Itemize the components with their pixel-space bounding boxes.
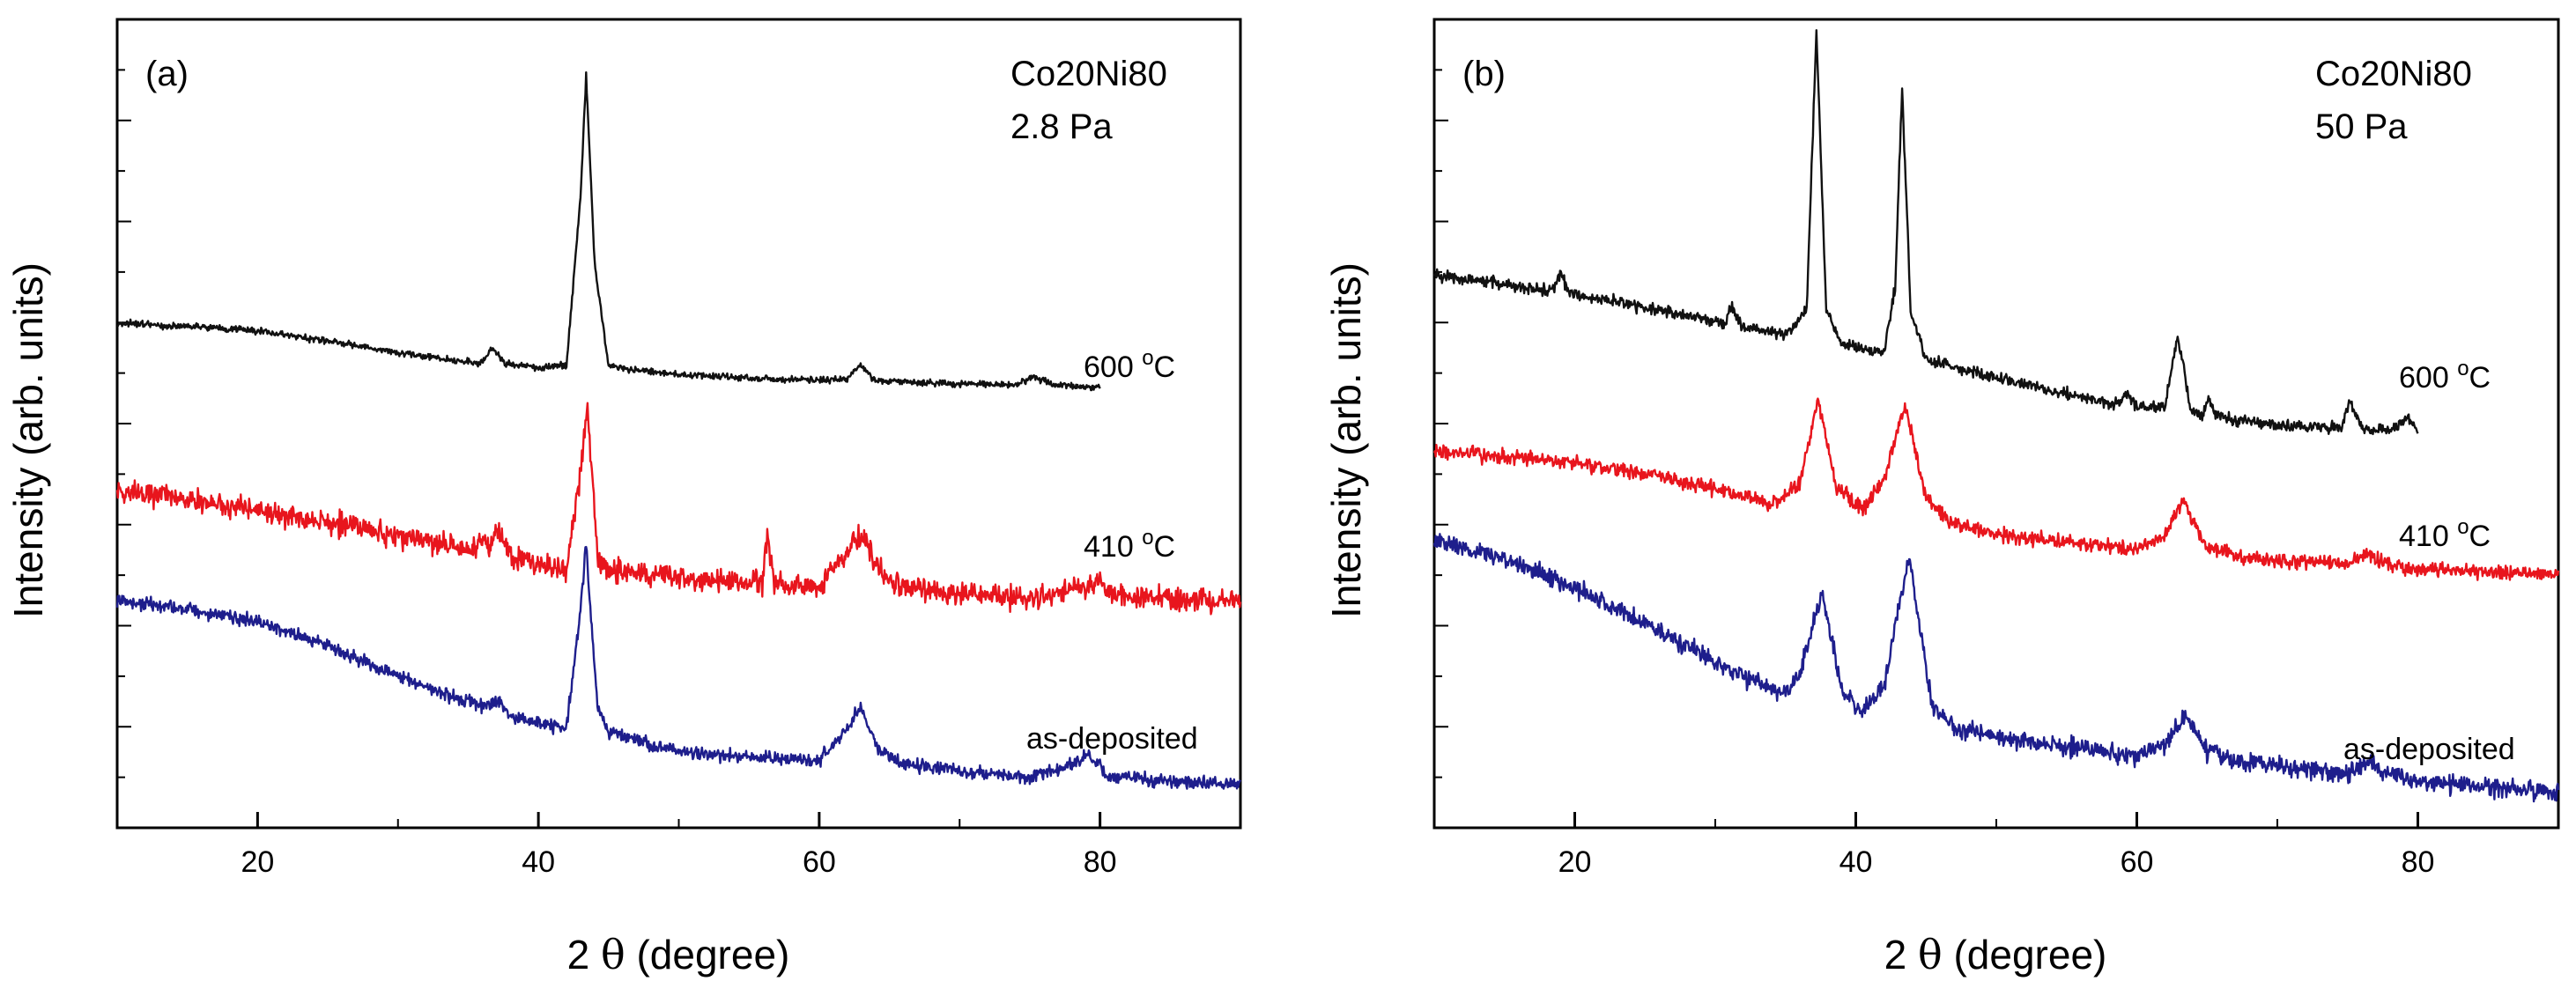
panel-a-x-tick-label-40: 40 <box>522 845 555 879</box>
panel-a-label-410c: 410 oC <box>1084 526 1175 564</box>
panel-b-y-axis-label: Intensity (arb. units) <box>1323 262 1369 618</box>
panel-a-x-axis-label: 2 θ (degree) <box>567 931 790 978</box>
panel-b-x-tick-label-80: 80 <box>2402 845 2435 879</box>
panel-a-x-tick-label-20: 20 <box>241 845 274 879</box>
panel-b-label-as-deposited: as-deposited <box>2343 733 2515 766</box>
panel-b-label-600c: 600 oC <box>2399 357 2491 395</box>
panel-b: Intensity (arb. units) 20 40 60 80 (b) Co20… <box>1323 18 2560 978</box>
panel-a-x-axis-label-prefix: 2 <box>567 932 601 978</box>
panel-a-x-axis-label-space <box>625 932 637 978</box>
panel-a-plot-area: 20 40 60 80 (a) Co20Ni80 2.8 Pa 600 oC 410 … <box>115 18 1242 879</box>
panel-a: Intensity (arb. units) 20 40 60 80 (a) Co20… <box>5 18 1242 978</box>
panel-a-y-axis-label: Intensity (arb. units) <box>5 262 51 618</box>
panel-b-plot-area: 20 40 60 80 (b) Co20Ni80 50 Pa 600 oC 410 o… <box>1432 18 2560 879</box>
panel-b-x-axis-label-symbol: θ <box>1918 931 1943 978</box>
panel-a-series-600c <box>116 71 1101 392</box>
panel-b-label-410c-value: 410 <box>2399 520 2457 553</box>
panel-a-label-as-deposited: as-deposited <box>1026 722 1198 756</box>
panel-a-label-600c-value: 600 <box>1084 350 1142 384</box>
panel-a-label-600c-degree: o <box>1142 346 1153 370</box>
panel-a-x-tick-label-80: 80 <box>1084 845 1117 879</box>
panel-a-x-axis-label-unit: (degree) <box>636 932 789 978</box>
panel-b-x-tick-label-20: 20 <box>1558 845 1592 879</box>
panel-b-title-line-1: Co20Ni80 <box>2315 55 2472 93</box>
panel-b-series <box>1432 29 2560 803</box>
panel-b-series-410c <box>1432 397 2560 581</box>
panel-b-x-axis-label-space <box>1943 932 1954 978</box>
panel-b-series-as-deposited <box>1432 533 2560 803</box>
panel-a-label-410c-value: 410 <box>1084 530 1142 564</box>
panel-a-label-410c-unit: C <box>1154 530 1176 564</box>
panel-b-title-line-2: 50 Pa <box>2315 107 2408 146</box>
panel-a-series <box>115 71 1242 790</box>
panel-a-ticks: 20 40 60 80 <box>116 69 1241 879</box>
panel-a-series-410c <box>115 402 1242 616</box>
panel-b-label-410c-unit: C <box>2469 520 2491 553</box>
panel-b-ticks: 20 40 60 80 <box>1433 69 2559 879</box>
panel-b-x-axis-label: 2 θ (degree) <box>1884 931 2107 978</box>
panel-b-panel-label: (b) <box>1462 55 1506 93</box>
panel-a-label-600c-unit: C <box>1154 350 1176 384</box>
panel-b-label-410c: 410 oC <box>2399 515 2491 553</box>
panel-a-label-600c: 600 oC <box>1084 346 1175 384</box>
panel-a-x-tick-label-60: 60 <box>803 845 836 879</box>
panel-b-x-axis-label-prefix: 2 <box>1884 932 1918 978</box>
panel-b-label-600c-unit: C <box>2469 361 2491 395</box>
panel-a-label-410c-degree: o <box>1142 526 1153 550</box>
panel-a-series-as-deposited <box>115 545 1242 790</box>
panel-b-label-600c-degree: o <box>2457 357 2469 380</box>
panel-b-label-410c-degree: o <box>2457 515 2469 539</box>
panel-a-title-line-2: 2.8 Pa <box>1010 107 1113 146</box>
panel-b-x-tick-label-60: 60 <box>2121 845 2154 879</box>
panel-b-label-600c-value: 600 <box>2399 361 2457 395</box>
panel-a-title-line-1: Co20Ni80 <box>1010 55 1167 93</box>
panel-a-panel-label: (a) <box>145 55 189 93</box>
panel-b-x-axis-label-unit: (degree) <box>1953 932 2106 978</box>
panel-b-x-tick-label-40: 40 <box>1839 845 1873 879</box>
panel-b-series-600c <box>1432 29 2419 436</box>
panel-a-x-axis-label-symbol: θ <box>601 931 625 978</box>
